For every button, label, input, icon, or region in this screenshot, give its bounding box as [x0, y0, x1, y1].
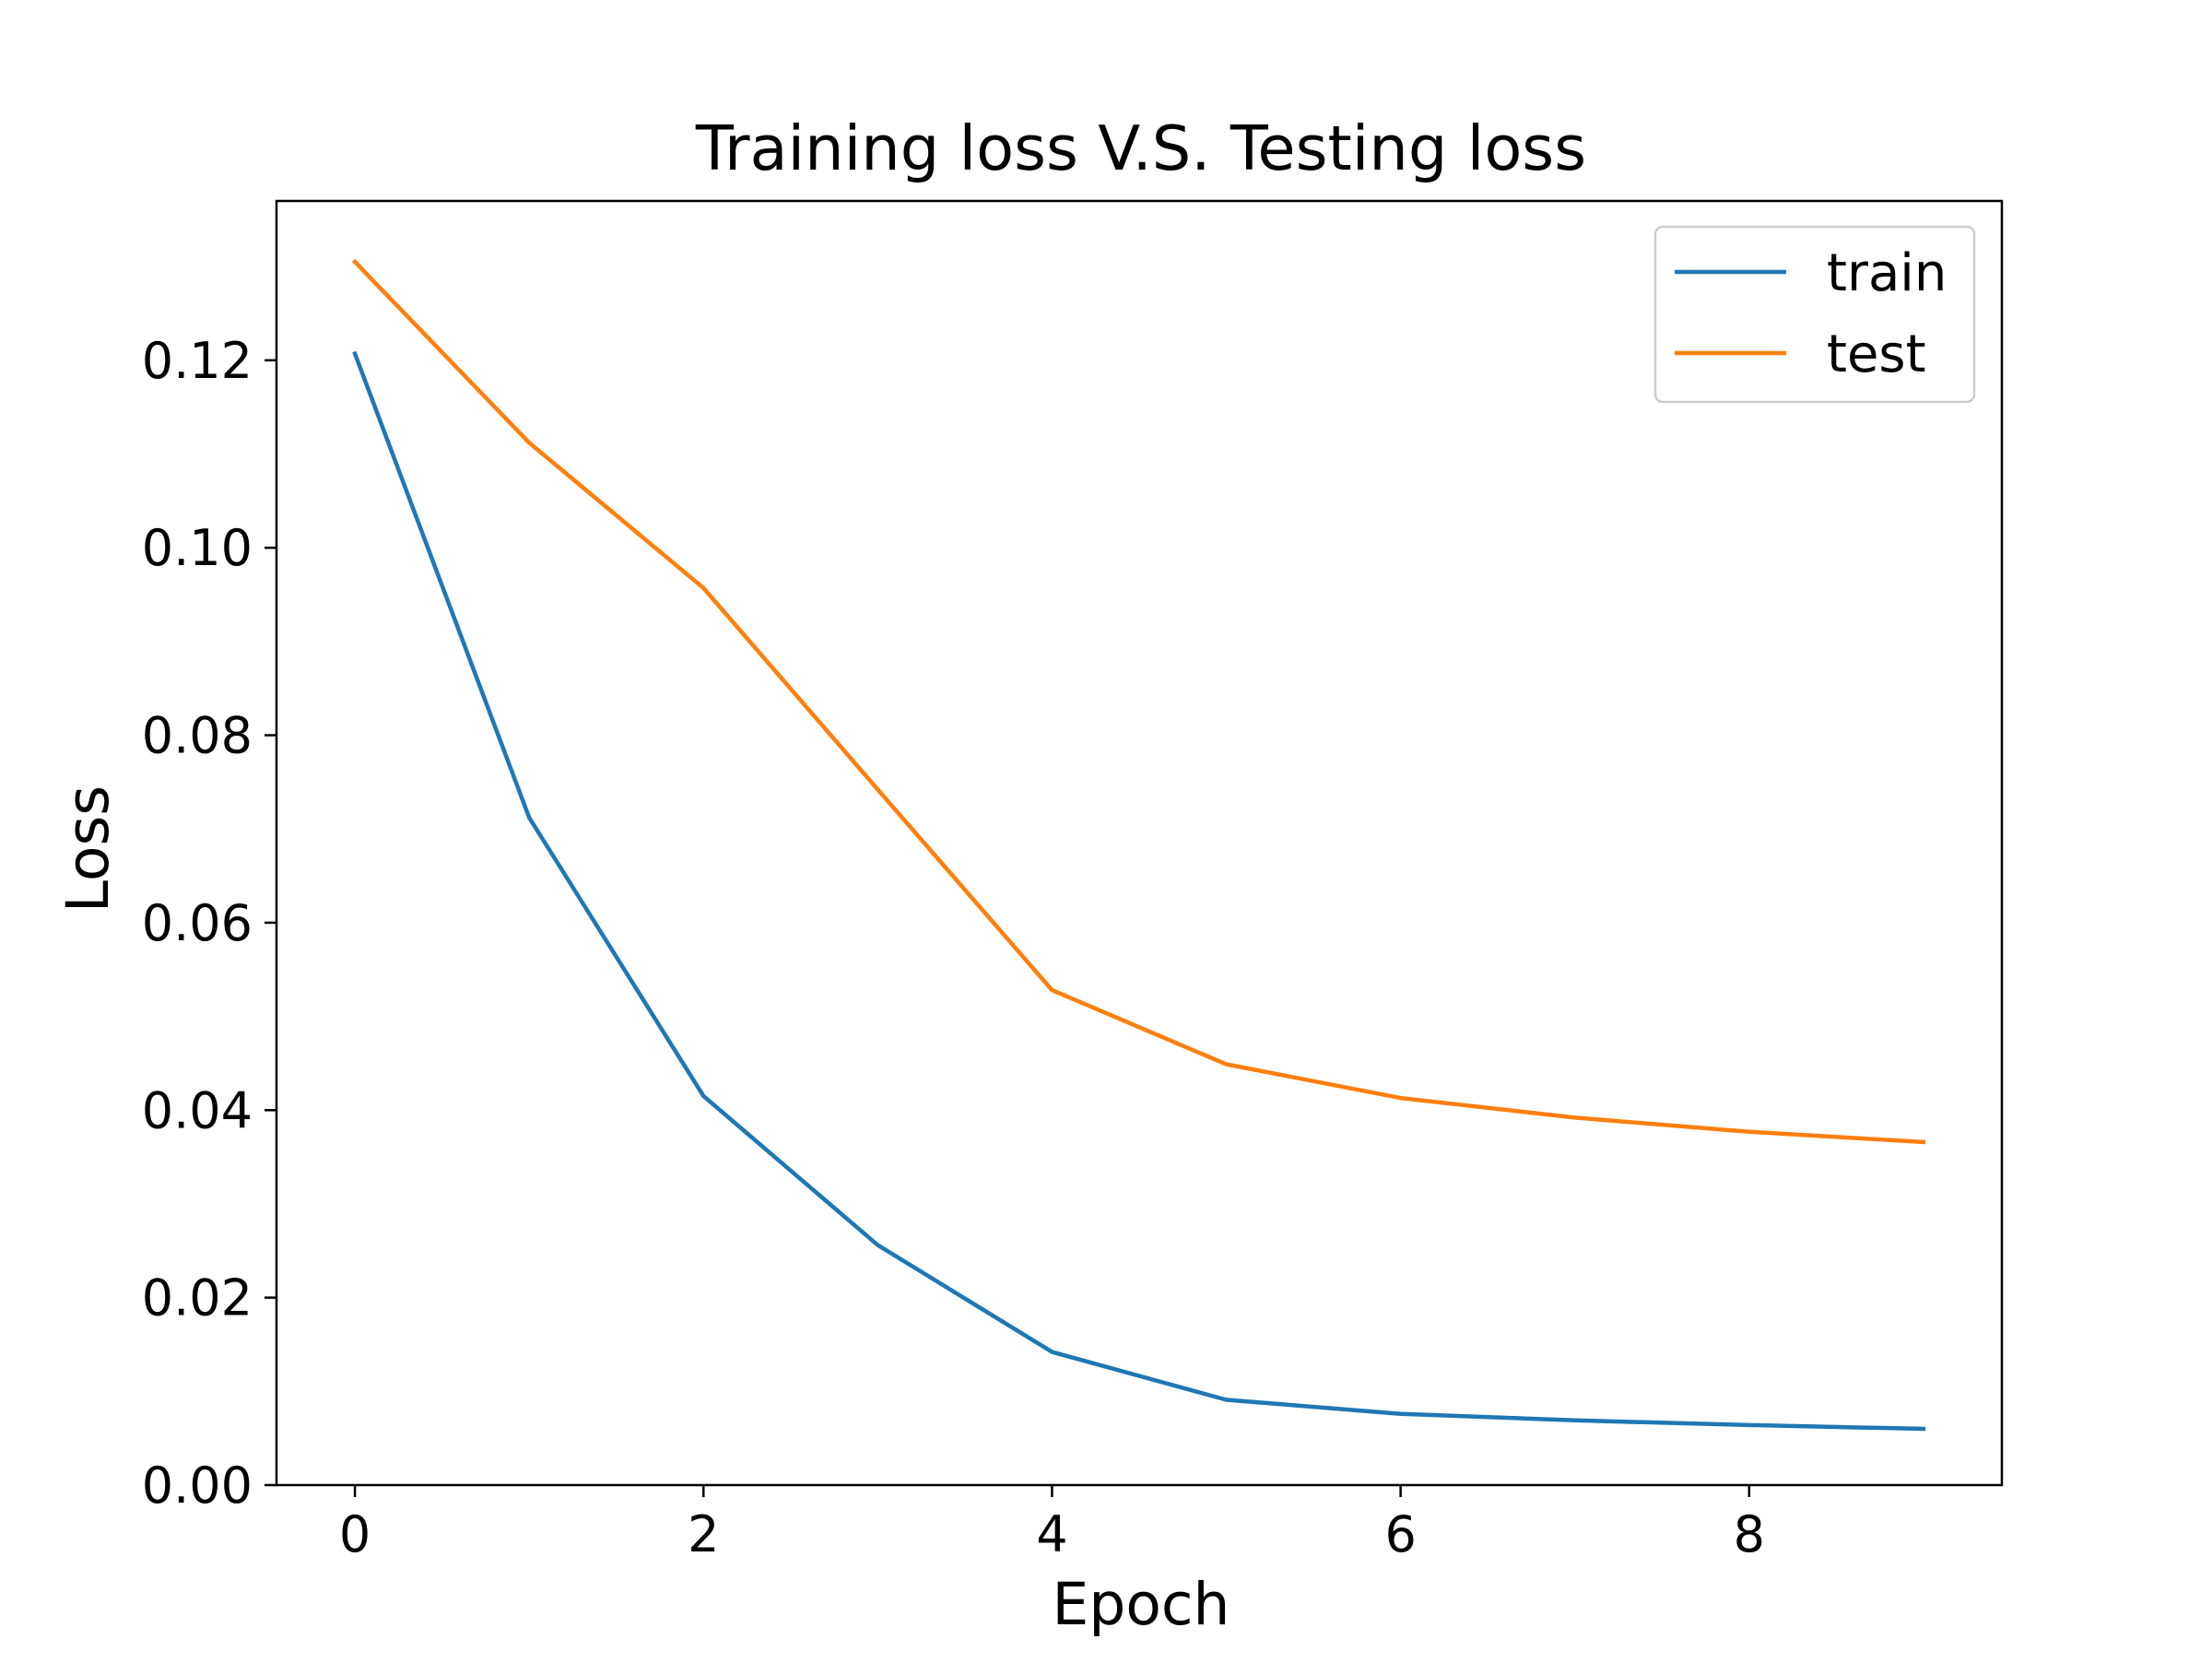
y-tick-label: 0.02 [142, 1269, 253, 1327]
series-line-test [351, 258, 1926, 1145]
y-axis-label: Loss [54, 785, 122, 913]
x-tick-label: 6 [1384, 1505, 1416, 1563]
y-tick-label: 0.08 [142, 707, 253, 765]
y-tick-label: 0.10 [142, 519, 253, 577]
x-tick-label: 8 [1734, 1505, 1765, 1563]
y-tick-label: 0.12 [142, 332, 253, 390]
plot-area: 0 2 4 6 8 0.00 0.02 0.04 0.06 0.08 0.10 0.12 train te… [142, 199, 2004, 1563]
y-tick-label: 0.00 [142, 1457, 253, 1515]
legend-label-train: train [1827, 243, 1947, 303]
x-tick-label: 4 [1036, 1505, 1067, 1563]
series-line-train [352, 350, 1926, 1432]
y-tick-label: 0.06 [142, 894, 253, 952]
legend-label-test: test [1827, 324, 1926, 384]
axes-frame [275, 199, 2004, 1487]
x-tick-label: 0 [339, 1505, 371, 1563]
x-tick-label: 2 [688, 1505, 719, 1563]
x-axis-label: Epoch [1053, 1571, 1230, 1638]
chart-title: Training loss V.S. Testing loss [695, 112, 1586, 184]
y-tick-label: 0.04 [142, 1081, 253, 1139]
